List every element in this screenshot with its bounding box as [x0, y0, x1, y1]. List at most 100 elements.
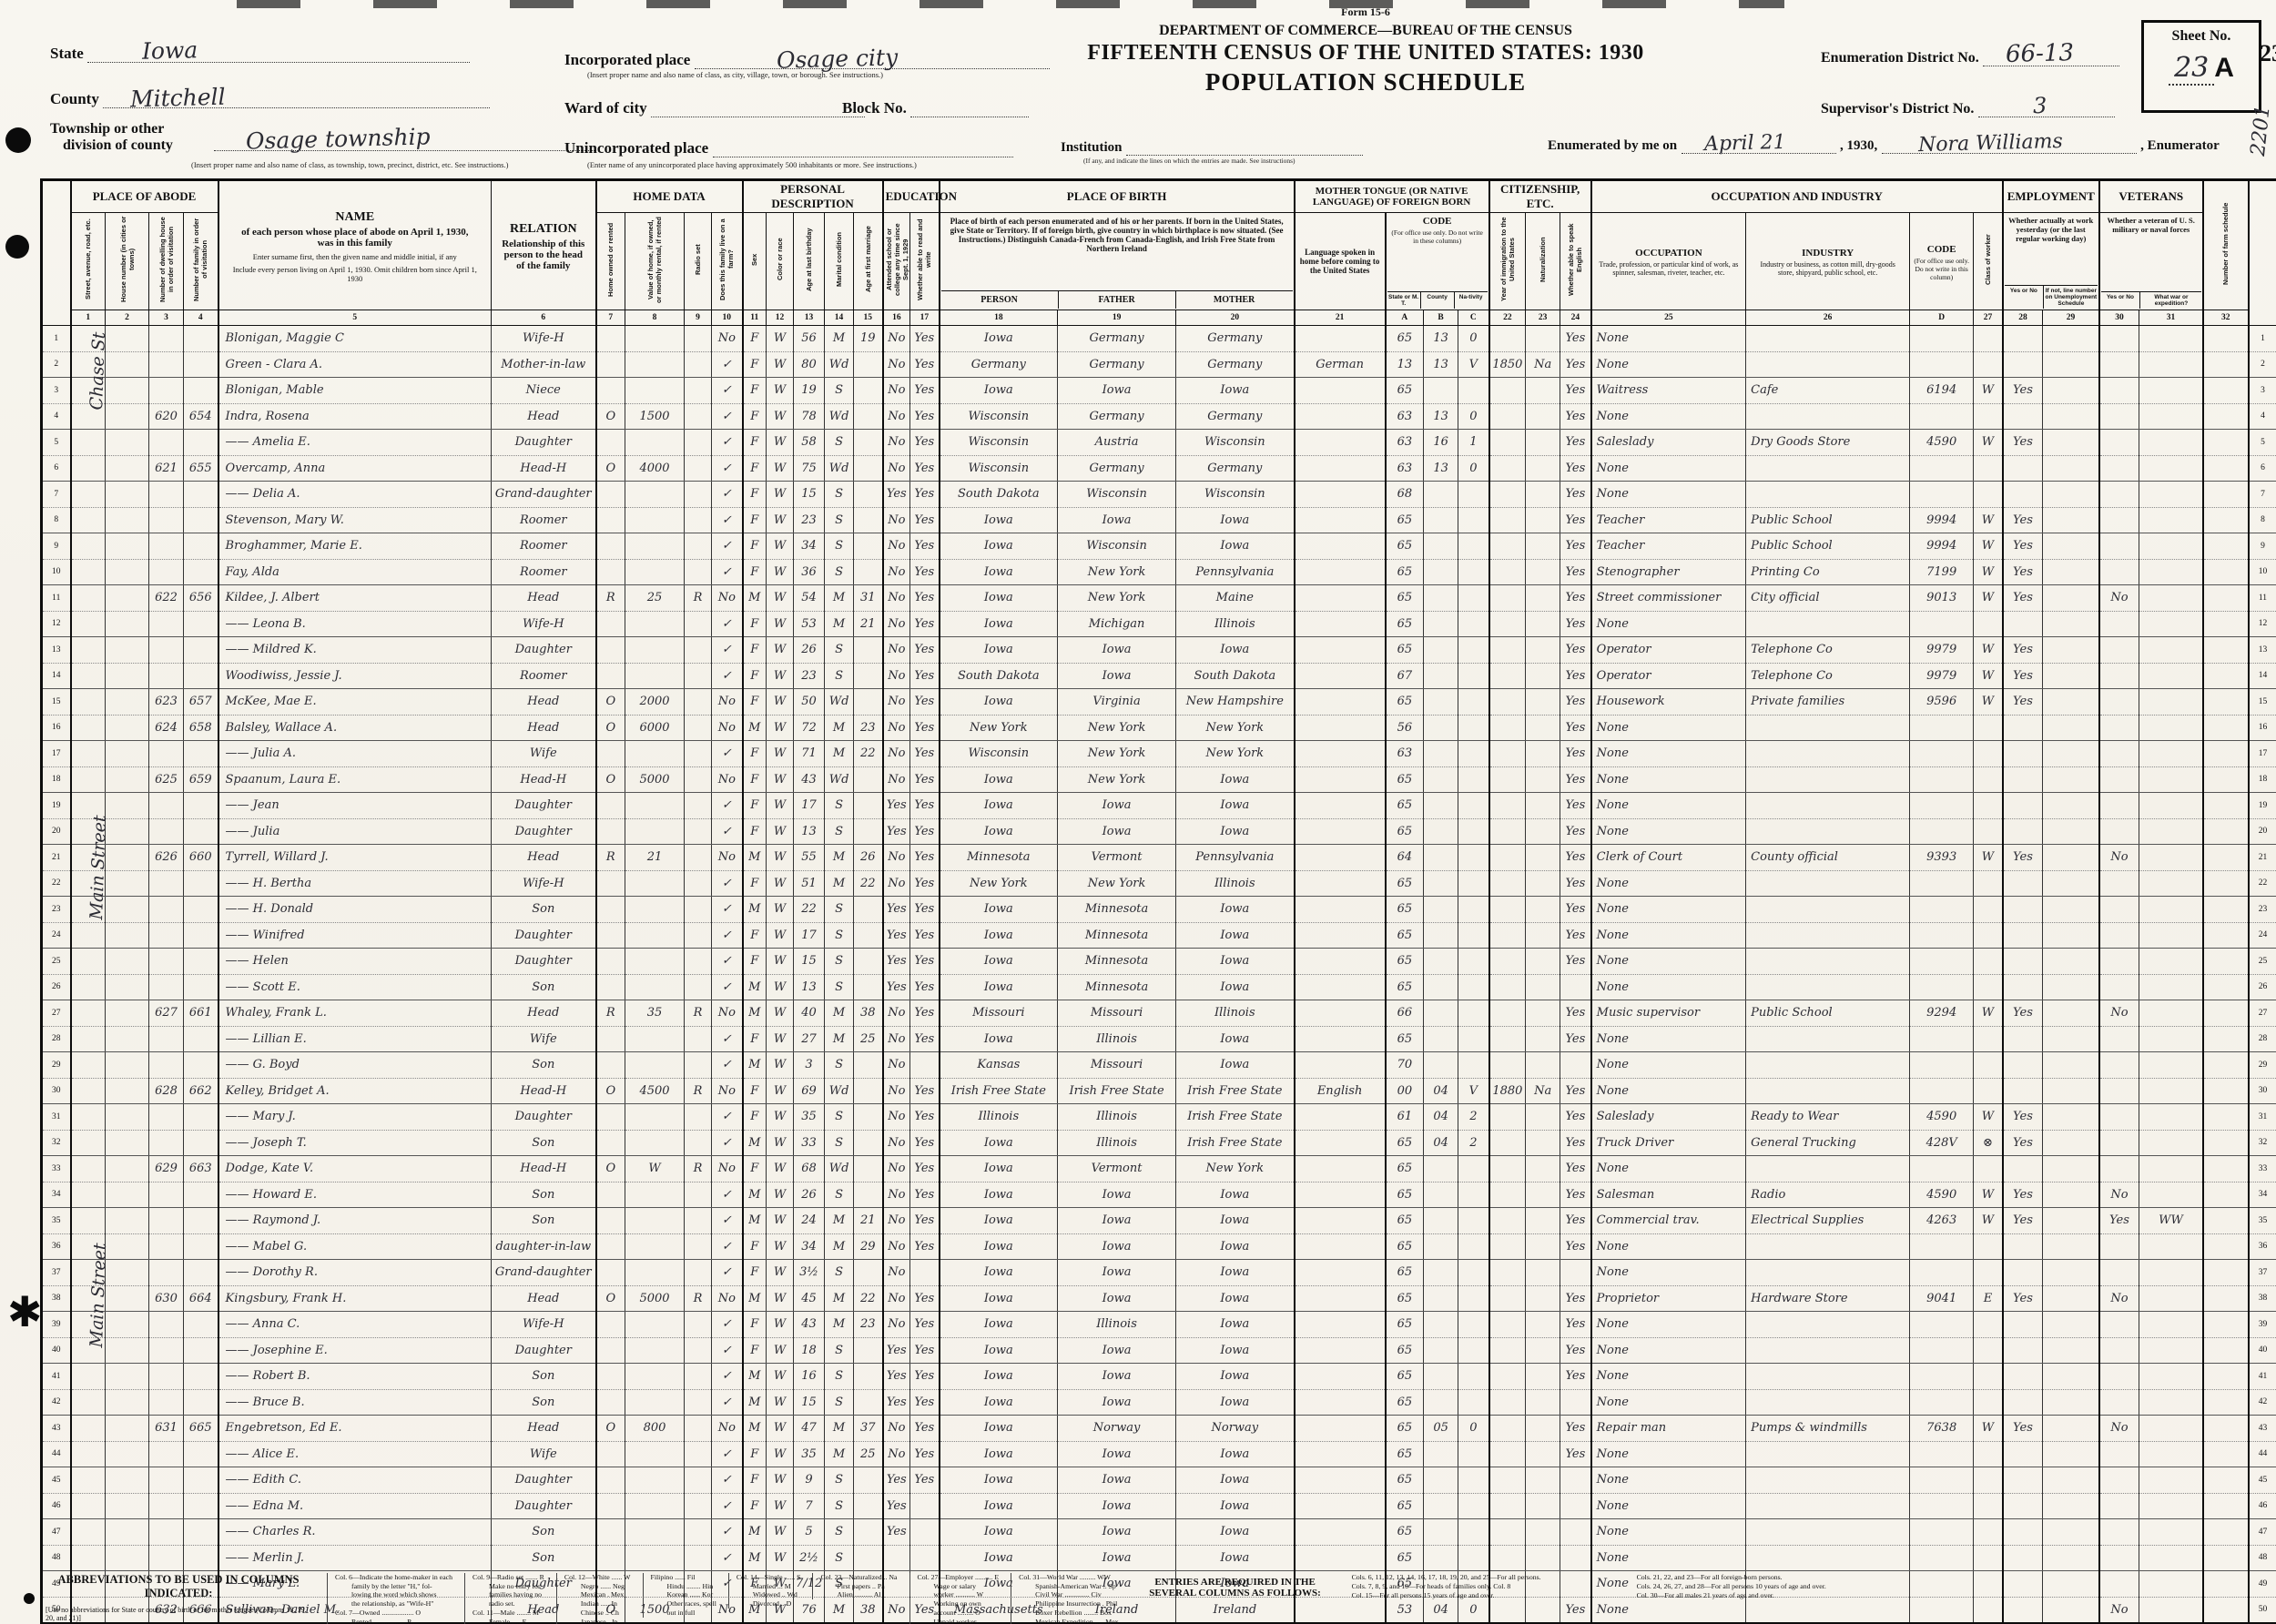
cell-pob-father: Vermont [1057, 844, 1177, 871]
cell-vet-war [2139, 1570, 2204, 1598]
cell-vet-war [2139, 325, 2204, 352]
cell-line-number: 46 [2248, 1493, 2276, 1519]
cell-sex: F [742, 455, 767, 482]
cell-age: 17 [793, 792, 826, 819]
cell-home-owned: O [595, 1155, 626, 1182]
cell-farm: ✓ [711, 455, 744, 482]
cell-industry [1745, 818, 1911, 845]
cell-sex: M [742, 1285, 767, 1312]
cell-farm-schedule [2202, 403, 2250, 430]
cell-emp-line [2042, 351, 2100, 378]
cell-occupation: Waitress [1590, 377, 1747, 404]
cell-vet-war [2139, 844, 2204, 871]
cell-code-nativity [1458, 377, 1490, 404]
cell-pob-father: Minnesota [1057, 896, 1177, 923]
cell-race: W [766, 1155, 795, 1182]
cell-age: 27 [793, 1026, 826, 1052]
cell-school: No [882, 351, 911, 378]
cell-age-married [853, 559, 884, 585]
cell-farm-schedule [2202, 636, 2250, 664]
cell-code-county [1423, 1000, 1459, 1027]
cell-code-nativity [1458, 844, 1490, 871]
cell-pob-mother: Pennsylvania [1175, 559, 1295, 585]
cell-name: —— Julia A. [218, 740, 493, 767]
cell-house-number [105, 1207, 149, 1234]
cell-mother-tongue [1294, 1518, 1387, 1546]
cell-class-of-worker: W [1973, 844, 2004, 871]
cell-radio [684, 740, 713, 767]
cell-marital: M [824, 715, 855, 741]
cell-house-number [105, 1441, 149, 1467]
cell-relation: Son [491, 1207, 597, 1234]
census-row: 21 626 660 Tyrrell, Willard J. Head R 21 No M W 55… [41, 844, 2276, 871]
cell-read-write: Yes [909, 1207, 940, 1234]
cell-code-county [1423, 1337, 1459, 1364]
cell-read-write: Yes [909, 818, 940, 845]
cell-pob-father: Irish Free State [1057, 1078, 1177, 1104]
cell-family-number [183, 740, 219, 767]
cell-radio [684, 1415, 713, 1442]
cell-line-number: 7 [2248, 481, 2276, 508]
cell-line-number: 46 [41, 1493, 72, 1519]
cell-code-d [1909, 403, 1975, 430]
cell-mother-tongue [1294, 1311, 1387, 1338]
cell-farm: ✓ [711, 351, 744, 378]
cell-mother-tongue [1294, 1130, 1387, 1156]
cell-line-number: 19 [41, 792, 72, 819]
col-code-d-header: CODE (For office use only. Do not write … [1909, 212, 1975, 310]
cell-naturalization [1525, 1285, 1561, 1312]
cell-age: 7/12 [793, 1570, 826, 1598]
cell-immigration-year [1489, 1337, 1527, 1364]
column-number-A: A [1385, 310, 1425, 326]
cell-code-d [1909, 1597, 1975, 1624]
cell-pob-father: New York [1057, 559, 1177, 585]
cell-name: Stevenson, Mary W. [218, 507, 493, 533]
cell-line-number: 6 [2248, 455, 2276, 482]
cell-naturalization [1525, 1207, 1561, 1234]
cell-class-of-worker: W [1973, 1103, 2004, 1131]
cell-home-value [625, 1259, 686, 1286]
cell-immigration-year [1489, 870, 1527, 897]
cell-home-value: 800 [625, 1415, 686, 1442]
cell-pob-father: Norway [1057, 1415, 1177, 1442]
cell-age: 53 [793, 611, 826, 637]
cell-immigration-year [1489, 481, 1527, 508]
cell-read-write: Yes [909, 1182, 940, 1208]
cell-street [70, 1493, 106, 1519]
cell-industry [1745, 922, 1911, 949]
cell-emp-yesno [2002, 1363, 2044, 1390]
cell-code-state: 61 [1385, 1103, 1425, 1131]
column-number-26: 26 [1745, 310, 1911, 326]
cell-code-d: 4590 [1909, 1103, 1975, 1131]
cell-relation: Wife-H [491, 611, 597, 637]
cell-speaks-english: Yes [1560, 766, 1592, 793]
census-row: 40 —— Josephine E. Daughter ✓ F W 18 S Yes Yes Iow… [41, 1337, 2276, 1364]
cell-home-owned: O [595, 715, 626, 741]
cell-speaks-english [1560, 974, 1592, 1000]
cell-naturalization [1525, 1545, 1561, 1571]
cell-speaks-english: Yes [1560, 325, 1592, 352]
cell-name: —— Edith C. [218, 1467, 493, 1494]
cell-age-married [853, 455, 884, 482]
cell-pob-mother: Iowa [1175, 896, 1295, 923]
cell-sex: F [742, 377, 767, 404]
cell-name: —— Howard E. [218, 1182, 493, 1208]
cell-family-number [183, 1233, 219, 1260]
cell-school: No [882, 559, 911, 585]
cell-industry [1745, 481, 1911, 508]
cell-dwelling-number [148, 870, 184, 897]
cell-school: No [882, 688, 911, 716]
cell-home-value [625, 740, 686, 767]
cell-pob-father: Iowa [1057, 1233, 1177, 1260]
cell-school: No [882, 1103, 911, 1131]
cell-street [70, 1026, 106, 1052]
col-name-header: NAME of each person whose place of abode… [218, 179, 493, 310]
cell-farm-schedule [2202, 533, 2250, 560]
cell-code-county [1423, 1155, 1459, 1182]
cell-age-married [853, 948, 884, 975]
cell-family-number [183, 792, 219, 819]
cell-race: W [766, 818, 795, 845]
cell-vet-yesno [2098, 688, 2140, 716]
cell-industry [1745, 455, 1911, 482]
cell-code-d [1909, 922, 1975, 949]
